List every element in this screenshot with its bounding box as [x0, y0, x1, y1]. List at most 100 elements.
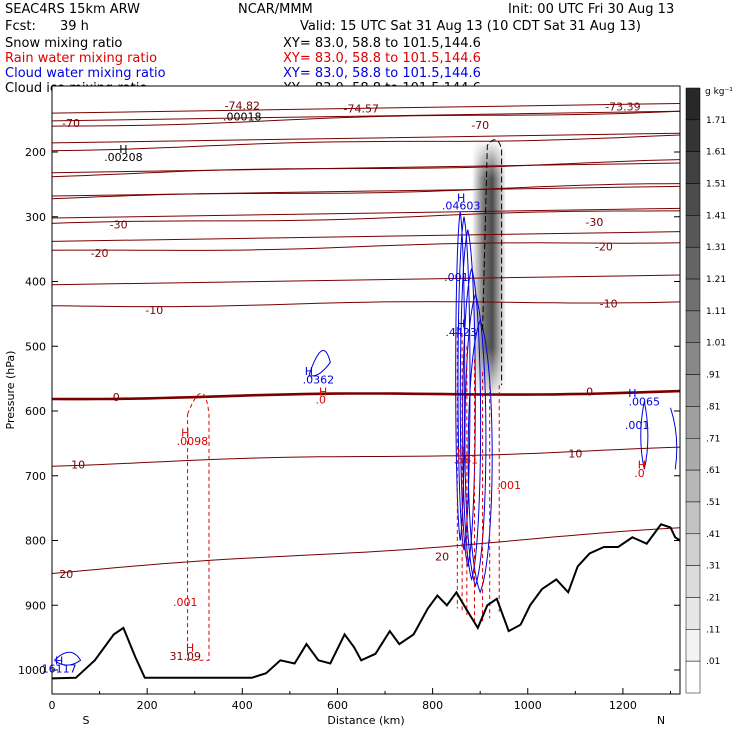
cloud-water-contour [462, 268, 482, 582]
colorbar-label: .21 [706, 593, 720, 603]
isotherm-line [52, 527, 680, 574]
colorbar-label: 1.41 [706, 211, 726, 221]
y-tick-label: 300 [25, 211, 46, 224]
isotherm-line [52, 110, 680, 122]
extrema-label: .04603 [442, 200, 481, 213]
isotherm-line [52, 134, 680, 152]
isotherm-line [52, 301, 680, 308]
init-time: Init: 00 UTC Fri 30 Aug 13 [508, 2, 674, 17]
isotherm-line [52, 159, 680, 178]
extrema-label: H [457, 445, 465, 458]
isotherm-label: -30 [110, 219, 128, 232]
cloud-water-contour [640, 401, 649, 470]
colorbar: 1.71 1.61 1.51 1.41 1.31 1.21 1.11 1.01 .91 .81 .7… [685, 87, 726, 694]
isotherm-line [52, 162, 680, 174]
colorbar-swatch [685, 183, 701, 216]
y-tick-label: 700 [25, 470, 46, 483]
isotherm-line [52, 389, 680, 401]
colorbar-label: .31 [706, 562, 720, 572]
legend-field-2: Cloud water mixing ratio [5, 66, 166, 81]
colorbar-label: .11 [706, 625, 720, 635]
extrema-label: .001 [496, 479, 521, 492]
extrema-label: H [55, 654, 63, 667]
cloud-water-contour [464, 294, 487, 588]
y-tick-label: 200 [25, 146, 46, 159]
isotherm-label: -10 [600, 298, 618, 311]
isotherm-line [52, 132, 680, 144]
colorbar-swatch [685, 597, 701, 630]
colorbar-swatch [685, 342, 701, 375]
isotherm-label: 20 [435, 551, 449, 564]
x-tick-label: 800 [422, 699, 443, 712]
extrema-label: .001 [625, 419, 650, 432]
extrema-label: H [305, 365, 313, 378]
isotherm-label: 10 [568, 448, 582, 461]
y-tick-label: 600 [25, 405, 46, 418]
colorbar-label: 1.71 [706, 116, 726, 126]
legend-xy-2: XY= 83.0, 58.8 to 101.5,144.6 [283, 66, 481, 81]
isotherm-label: -20 [595, 241, 613, 254]
extrema-label: .00018 [223, 110, 262, 123]
colorbar-label: .51 [706, 498, 720, 508]
isotherm-label: 10 [71, 459, 85, 472]
isotherm-label: -10 [145, 304, 163, 317]
y-tick-label: 500 [25, 340, 46, 353]
fcst-label: Fcst: [5, 19, 36, 34]
colorbar-label: 1.61 [706, 148, 726, 158]
colorbar-swatch [685, 660, 701, 694]
colorbar-swatch [685, 87, 701, 121]
isotherm-line [52, 231, 680, 242]
model-title: SEAC4RS 15km ARW [5, 2, 140, 17]
x-tick-label: 200 [137, 699, 158, 712]
extrema-label: H [186, 641, 194, 654]
colorbar-swatch [685, 533, 701, 566]
isotherm-line [52, 210, 680, 224]
extrema-labels: -74.82.00018-74.57 -73.39H.00208H.04603.0… [42, 99, 660, 675]
extrema-label: H [319, 386, 327, 399]
x-tick-label: 400 [232, 699, 253, 712]
colorbar-label: 1.01 [706, 339, 726, 349]
extrema-label: .00208 [104, 151, 143, 164]
extrema-label: .001 [173, 596, 198, 609]
x-tick-label: 600 [327, 699, 348, 712]
extrema-label: .0362 [303, 373, 335, 386]
colorbar-label: .41 [706, 530, 720, 540]
x-axis-label: Distance (km) [327, 714, 404, 727]
mixing-ratio-contours [54, 139, 678, 666]
x-tick-label: 0 [49, 699, 56, 712]
extrema-label: 16117 [42, 663, 77, 676]
north-label: N [657, 714, 665, 727]
isotherm-label: 0 [586, 386, 593, 399]
colorbar-swatch [685, 151, 701, 184]
colorbar-swatch [685, 501, 701, 535]
y-axis-label: Pressure (hPa) [4, 351, 17, 430]
extrema-label: .0065 [629, 395, 661, 408]
extrema-label: -73.39 [605, 101, 640, 114]
colorbar-label: 1.11 [706, 307, 726, 317]
isotherm-line [52, 207, 680, 219]
legend-field-0: Snow mixing ratio [5, 36, 122, 51]
cloud-water-contour [467, 320, 493, 594]
valid-time: Valid: 15 UTC Sat 31 Aug 13 (10 CDT Sat … [300, 19, 641, 34]
terrain-line [52, 523, 680, 680]
cloud-water-contour [54, 651, 82, 666]
cloud-water-contour [459, 229, 476, 567]
extrema-label: 31.09 [169, 650, 201, 663]
cloud-water-contour [455, 211, 466, 541]
colorbar-swatch [685, 374, 701, 407]
colorbar-swatch [685, 215, 701, 248]
legend-xy-0: XY= 83.0, 58.8 to 101.5,144.6 [283, 36, 481, 51]
extrema-label: .001 [444, 271, 469, 284]
colorbar-label: 1.21 [706, 275, 726, 285]
temperature-isotherms [52, 102, 680, 574]
colorbar-swatch [685, 310, 701, 343]
isotherm-label: -70 [471, 119, 489, 132]
extrema-label: .0098 [177, 435, 209, 448]
legend-xy-1: XY= 83.0, 58.8 to 101.5,144.6 [283, 51, 481, 66]
x-axis: 0 200 400 600 800 1000 1200 [49, 688, 671, 712]
extrema-label: .0 [634, 467, 645, 480]
snow-contour [482, 139, 503, 386]
colorbar-swatch [685, 629, 701, 662]
extrema-label: H [457, 191, 465, 204]
